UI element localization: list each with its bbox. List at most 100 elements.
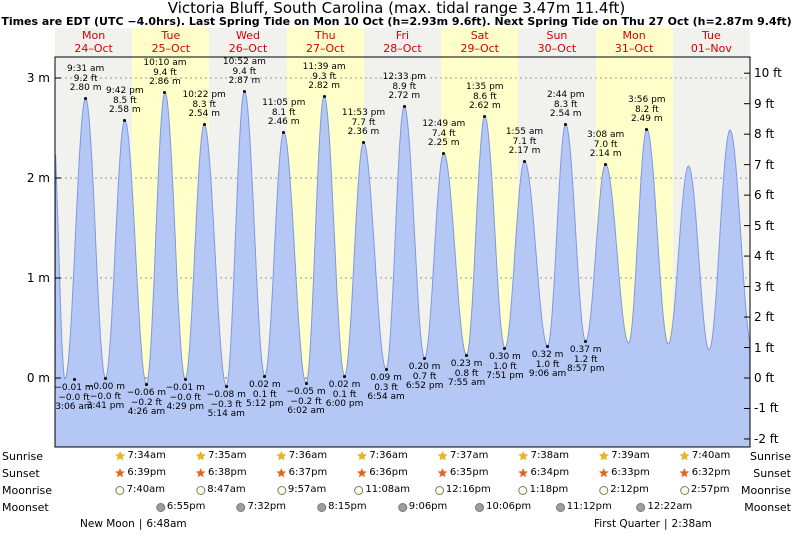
- tide-label-line: −0.01 m: [54, 383, 94, 393]
- moonrise-item: 7:40am: [115, 484, 165, 497]
- sunrise-icon: ★: [679, 449, 690, 463]
- tide-label-line: 2.14 m: [589, 149, 622, 159]
- moonset-item: 12:22am: [636, 501, 693, 514]
- sunset-icon: ★: [195, 466, 207, 480]
- sunset-time: 6:36pm: [369, 467, 408, 478]
- tide-label-line: 2.58 m: [108, 105, 141, 115]
- low-tide-label: 0.23 m 0.8 ft 7:55 am: [448, 359, 485, 389]
- tide-label-line: 3:41 pm: [86, 401, 125, 411]
- day-date: 24–Oct: [74, 42, 113, 55]
- tide-label-line: 1.0 ft: [535, 359, 560, 370]
- moonset-item: 8:15pm: [317, 501, 367, 514]
- moonrise-row-label-left: Moonrise: [2, 484, 52, 497]
- moonset-row-label-right: Moonset: [744, 501, 791, 514]
- sunrise-time: 7:37am: [450, 450, 489, 461]
- tide-label-line: 8.3 ft: [192, 99, 217, 110]
- moonset-time: 7:32pm: [247, 501, 287, 512]
- moonrise-time: 7:40am: [126, 484, 165, 495]
- tide-label-line: −0.05 m: [286, 387, 326, 397]
- high-tide-label: 2:44 pm 8.3 ft 2.54 m: [547, 90, 585, 120]
- high-tide-label: 9:31 am 9.2 ft 2.80 m: [66, 64, 105, 94]
- moonset-item: 7:32pm: [236, 501, 286, 514]
- tide-label-line: −0.06 m: [126, 388, 167, 398]
- tide-label-line: −0.01 m: [165, 383, 205, 393]
- tide-label-line: 11:05 pm: [262, 98, 306, 108]
- tide-label-line: 0.30 m: [489, 352, 521, 362]
- sunrise-icon: ★: [356, 449, 368, 463]
- low-tide-label: 0.09 m 0.3 ft 6:54 am: [367, 373, 405, 403]
- moonrise-icon: [115, 485, 125, 495]
- sunset-item: ★ 6:33pm: [598, 467, 649, 480]
- tide-label-line: 7.7 ft: [351, 117, 376, 128]
- tide-label-line: 4:26 am: [127, 407, 166, 417]
- tide-label-line: 1.0 ft: [493, 361, 517, 372]
- moonset-item: 9:06pm: [397, 501, 447, 514]
- day-header: Mon 24–Oct: [55, 29, 132, 55]
- tide-label-line: 4:29 pm: [166, 402, 205, 412]
- sunset-item: ★ 6:35pm: [437, 467, 488, 480]
- tide-label-line: −0.0 ft: [169, 392, 201, 403]
- sunset-time: 6:38pm: [208, 467, 247, 478]
- moonrise-item: 11:08am: [354, 484, 410, 497]
- tide-label-line: 12:49 am: [422, 119, 466, 129]
- tide-label-line: 9.4 ft: [153, 67, 177, 78]
- tide-label-line: 6:02 am: [287, 406, 325, 416]
- tide-label-line: 0.1 ft: [252, 389, 277, 400]
- day-stripe: [595, 28, 673, 447]
- moonrise-item: 1:18pm: [518, 484, 568, 497]
- moonrise-item: 12:16pm: [434, 484, 491, 497]
- moonrise-time: 8:47am: [207, 484, 246, 495]
- tide-dot: [304, 381, 308, 385]
- tide-label-line: 9.2 ft: [73, 73, 98, 84]
- sunset-icon: ★: [275, 466, 287, 480]
- day-name: Mon: [82, 29, 106, 42]
- moonset-icon: [236, 502, 246, 512]
- low-tide-label: −0.05 m −0.2 ft 6:02 am: [286, 387, 326, 417]
- sunrise-item: ★ 7:38am: [518, 450, 569, 463]
- tide-label-line: 8.3 ft: [553, 99, 578, 110]
- low-tide-label: −0.06 m −0.2 ft 4:26 am: [126, 388, 167, 418]
- moonset-time: 12:22am: [647, 501, 693, 512]
- tide-dot: [343, 374, 347, 378]
- tide-label-line: −0.08 m: [206, 390, 246, 400]
- low-tide-label: −0.00 m −0.0 ft 3:41 pm: [85, 382, 126, 412]
- moonset-item: 11:12pm: [555, 501, 612, 514]
- tide-label-line: 6:00 pm: [325, 399, 364, 409]
- low-tide-label: 0.32 m 1.0 ft 9:06 am: [529, 350, 566, 380]
- page-title: Victoria Bluff, South Carolina (max. tid…: [167, 0, 626, 17]
- tide-label-line: 10:10 am: [143, 58, 187, 68]
- tide-label-line: 6:52 pm: [405, 381, 444, 391]
- tide-dot: [183, 377, 187, 381]
- sunrise-time: 7:36am: [288, 450, 328, 461]
- day-date: 25–Oct: [151, 42, 191, 55]
- first-quarter-time: 2:38am: [671, 518, 712, 530]
- tide-label-line: 9.4 ft: [232, 66, 257, 77]
- tide-dot: [362, 140, 365, 144]
- day-date: 27–Oct: [306, 42, 345, 55]
- sunrise-icon: ★: [195, 449, 207, 463]
- sunset-row-label-right: Sunset: [753, 467, 791, 480]
- tide-label-line: 2.46 m: [267, 117, 300, 127]
- day-name: Thu: [314, 29, 336, 42]
- tide-label-line: 3:06 am: [55, 402, 93, 412]
- tide-label-line: 6:54 am: [367, 392, 405, 402]
- feet-tick-label: -1 ft: [754, 401, 779, 416]
- tide-label-line: −0.00 m: [85, 382, 126, 392]
- tide-label-line: 1:35 pm: [466, 82, 504, 92]
- high-tide-label: 11:05 pm 8.1 ft 2.46 m: [262, 98, 306, 128]
- day-date: 01–Nov: [690, 42, 732, 55]
- tide-dot: [322, 94, 326, 98]
- tide-dot: [584, 339, 588, 343]
- moonrise-icon: [434, 485, 444, 495]
- day-name: Tue: [701, 29, 721, 42]
- feet-tick-label: 3 ft: [754, 279, 775, 294]
- day-name: Fri: [395, 29, 410, 42]
- tide-label-line: 8.5 ft: [112, 95, 137, 106]
- sunrise-item: ★ 7:36am: [276, 450, 327, 463]
- day-date: 29–Oct: [460, 42, 499, 55]
- sunset-time: 6:32pm: [691, 467, 731, 478]
- sunset-icon: ★: [679, 466, 690, 480]
- tide-label-line: 9:31 am: [66, 64, 105, 74]
- tide-label-line: 8.6 ft: [472, 91, 497, 102]
